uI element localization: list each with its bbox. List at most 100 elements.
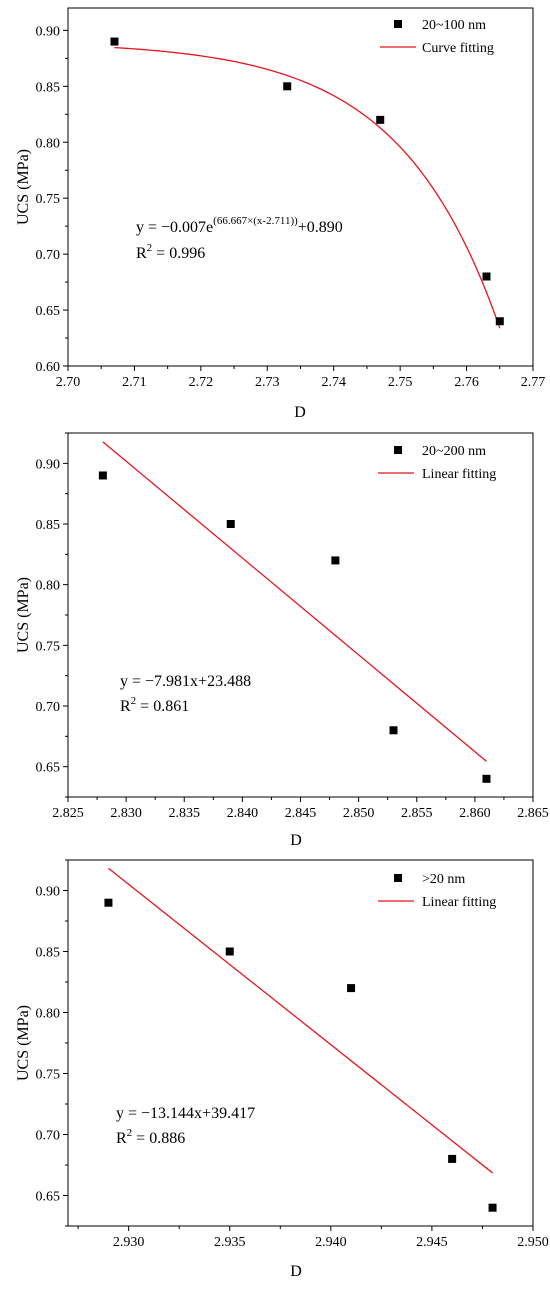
r-squared: R2 = 0.996	[136, 242, 205, 262]
fit-equation-main: y = −13.144x+39.417	[116, 1105, 255, 1122]
x-axis-label: D	[290, 832, 302, 849]
x-tick-label: 2.77	[521, 375, 546, 390]
y-ticks: 0.65 0.70 0.75 0.80 0.85 0.90	[36, 859, 68, 1227]
y-tick-label: 0.65	[36, 761, 61, 776]
y-axis-label: UCS (MPa)	[15, 149, 32, 225]
data-points	[104, 898, 497, 1212]
legend-label-fit: Curve fitting	[422, 41, 494, 56]
fit-equation-tail: +0.890	[298, 219, 343, 236]
r-squared-value: = 0.886	[132, 1130, 185, 1147]
x-axis-label: D	[294, 404, 306, 421]
y-tick-label: 0.75	[36, 1068, 61, 1083]
x-tick-label: 2.840	[227, 806, 259, 821]
data-point	[482, 774, 491, 783]
legend: 20~200 nm Linear fitting	[378, 444, 496, 482]
x-tick-label: 2.830	[110, 806, 142, 821]
x-tick-label: 2.865	[517, 806, 549, 821]
fit-equation-main: y = −7.981x+23.488	[120, 673, 251, 690]
r-squared: R2 = 0.861	[120, 695, 189, 715]
x-axis-label: D	[290, 1263, 302, 1280]
y-tick-label: 0.90	[36, 24, 61, 39]
r-squared-label: R	[136, 245, 147, 262]
y-tick-label: 0.90	[36, 457, 61, 472]
r-squared-label: R	[120, 698, 131, 715]
y-tick-label: 0.75	[36, 639, 61, 654]
y-tick-label: 0.85	[36, 946, 61, 961]
fit-equation-main: y = −0.007e	[136, 219, 213, 236]
x-tick-label: 2.835	[169, 806, 201, 821]
data-point	[331, 556, 340, 565]
plot-frame	[67, 859, 534, 1227]
legend-label-fit: Linear fitting	[422, 895, 496, 910]
x-tick-label: 2.855	[401, 806, 433, 821]
plot-frame	[67, 7, 534, 367]
legend-label-points: 20~100 nm	[422, 18, 486, 33]
y-tick-label: 0.70	[36, 700, 61, 715]
y-tick-label: 0.80	[36, 1007, 61, 1022]
panel-1: 2.70 2.71 2.72 2.73 2.74 2.75 2.76 2.77 0.600.6…	[15, 7, 546, 421]
data-point	[226, 520, 235, 528]
x-tick-label: 2.850	[343, 806, 375, 821]
y-tick-label: 0.85	[36, 518, 61, 533]
data-point	[225, 947, 234, 956]
y-tick-label: 0.70	[36, 248, 61, 263]
y-ticks: 0.60 0.65 0.70 0.75 0.80 0.85 0.90	[36, 24, 68, 375]
data-points	[98, 471, 491, 783]
y-tick-label: 0.80	[36, 579, 61, 594]
r-squared: R2 = 0.886	[116, 1127, 185, 1147]
legend-marker-points	[394, 874, 402, 882]
x-ticks: 2.825 2.830 2.835 2.840 2.845 2.850 2.855 2.860…	[52, 797, 549, 821]
fit-equation: y = −13.144x+39.417	[116, 1105, 255, 1122]
fit-line	[102, 441, 487, 762]
y-ticks: 0.65 0.70 0.75 0.80 0.85 0.90	[36, 432, 68, 798]
legend-marker-points	[394, 20, 402, 28]
x-tick-label: 2.76	[454, 375, 479, 390]
legend: 20~100 nm Curve fitting	[380, 18, 494, 56]
legend-label-fit: Linear fitting	[422, 467, 496, 482]
legend-label-points: 20~200 nm	[422, 444, 486, 459]
y-tick-label: 0.65	[36, 1190, 61, 1205]
r-squared-value: = 0.861	[136, 698, 189, 715]
x-ticks: 2.930 2.935 2.940 2.945 2.950	[77, 1226, 549, 1250]
data-point	[110, 37, 119, 46]
x-tick-label: 2.935	[214, 1235, 246, 1250]
data-point	[98, 471, 107, 480]
y-axis-label: UCS (MPa)	[15, 1005, 32, 1081]
x-tick-label: 2.72	[189, 375, 214, 390]
x-tick-label: 2.825	[52, 806, 84, 821]
x-ticks: 2.70 2.71 2.72 2.73 2.74 2.75 2.76 2.77	[56, 366, 546, 390]
y-tick-label: 0.85	[36, 80, 61, 95]
r-squared-label: R	[116, 1130, 127, 1147]
legend-marker-points	[394, 446, 402, 454]
x-tick-label: 2.74	[321, 375, 346, 390]
fit-line	[108, 867, 493, 1174]
x-tick-label: 2.75	[388, 375, 413, 390]
data-points	[110, 37, 504, 326]
r-squared-value: = 0.996	[152, 245, 205, 262]
data-point	[104, 898, 113, 907]
data-point	[448, 1154, 457, 1163]
data-point	[389, 726, 398, 735]
x-tick-label: 2.860	[459, 806, 491, 821]
y-tick-label: 0.60	[36, 360, 61, 375]
legend: >20 nm Linear fitting	[378, 872, 496, 910]
y-tick-label: 0.80	[36, 136, 61, 151]
legend-label-points: >20 nm	[422, 872, 465, 887]
x-tick-label: 2.940	[315, 1235, 347, 1250]
y-tick-label: 0.90	[36, 885, 61, 900]
data-point	[482, 272, 491, 281]
data-point	[347, 984, 356, 993]
data-point	[495, 317, 504, 326]
r-squared-exponent: 2	[131, 695, 137, 707]
x-tick-label: 2.945	[416, 1235, 448, 1250]
x-tick-label: 2.930	[113, 1235, 145, 1250]
fit-equation-exponent: (66.667×(x-2.711))	[213, 215, 298, 227]
y-tick-label: 0.65	[36, 304, 61, 319]
x-tick-label: 2.71	[122, 375, 147, 390]
r-squared-exponent: 2	[127, 1127, 133, 1139]
data-point	[488, 1203, 497, 1212]
data-point	[376, 115, 385, 124]
data-point	[283, 82, 292, 91]
panel-2: 2.825 2.830 2.835 2.840 2.845 2.850 2.855 2.860…	[15, 432, 549, 849]
y-tick-label: 0.70	[36, 1129, 61, 1144]
